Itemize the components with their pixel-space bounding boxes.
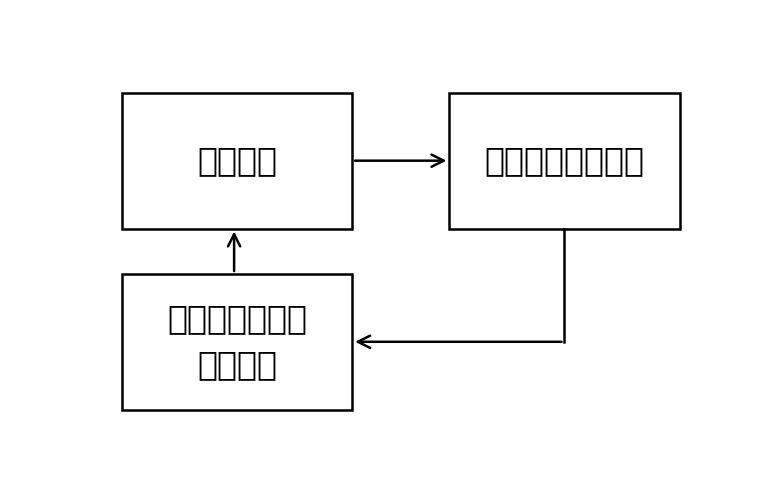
Text: 调幅电路: 调幅电路 (197, 144, 277, 177)
Bar (449, 93, 680, 228)
Text: 放大耦合输出电路: 放大耦合输出电路 (484, 144, 644, 177)
Bar (122, 274, 353, 410)
Bar (122, 93, 353, 228)
Text: 光功率信号反馈
补偿电路: 光功率信号反馈 补偿电路 (167, 302, 307, 381)
